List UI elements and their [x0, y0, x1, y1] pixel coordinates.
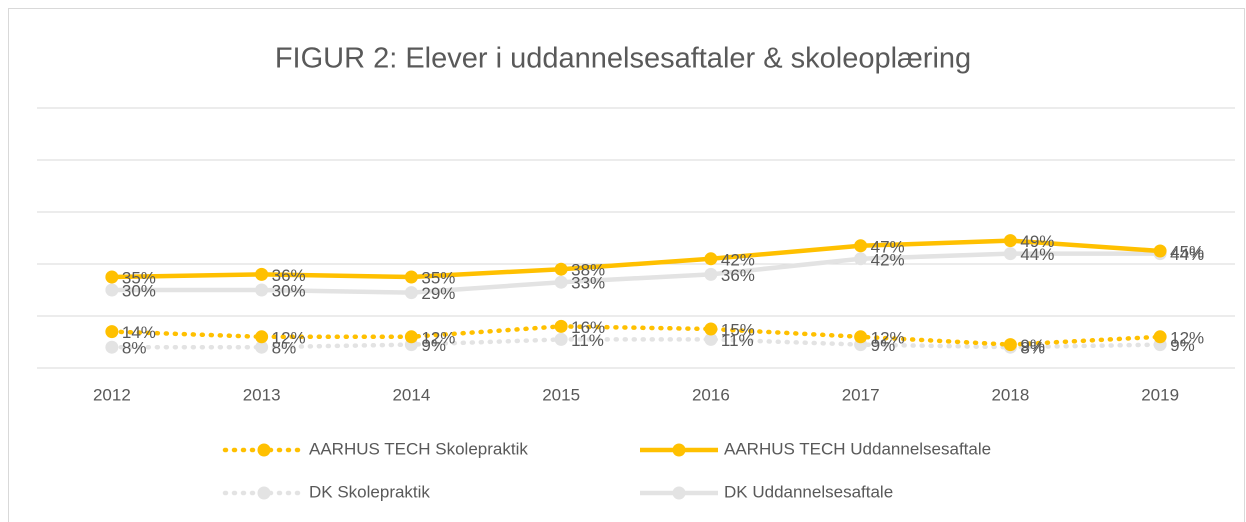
legend-marker	[257, 443, 271, 457]
legend-marker	[257, 486, 271, 500]
series-line	[109, 337, 1163, 350]
data-label: 12%	[1170, 328, 1204, 347]
x-tick-label: 2018	[991, 385, 1029, 404]
point-marker	[1003, 247, 1017, 261]
x-tick-label: 2015	[542, 385, 580, 404]
data-label: 11%	[721, 331, 754, 350]
x-tick-label: 2017	[842, 385, 880, 404]
legend-label: AARHUS TECH Skolepraktik	[309, 439, 528, 458]
data-label: 35%	[122, 268, 156, 287]
point-marker	[854, 252, 868, 266]
legend-marker	[672, 443, 686, 457]
point-marker	[854, 239, 868, 253]
point-marker	[1153, 330, 1167, 344]
series-line	[111, 238, 1161, 280]
point-marker	[554, 319, 568, 333]
data-label: 14%	[122, 323, 156, 342]
legend-label: DK Skolepraktik	[309, 482, 430, 501]
data-label: 8%	[1020, 339, 1045, 358]
chart-title: FIGUR 2: Elever i uddannelsesaftaler & s…	[275, 43, 971, 75]
legend-label: DK Uddannelsesaftale	[724, 482, 893, 501]
point-marker	[554, 262, 568, 276]
data-label: 9%	[1170, 336, 1195, 355]
x-tick-label: 2012	[93, 385, 131, 404]
data-label: 29%	[421, 284, 455, 303]
data-label: 47%	[871, 237, 905, 256]
point-marker	[554, 275, 568, 289]
data-label: 12%	[421, 328, 455, 347]
data-label: 12%	[871, 328, 905, 347]
legend-label: AARHUS TECH Uddannelsesaftale	[724, 439, 991, 458]
legend-marker	[672, 486, 686, 500]
x-tick-label: 2016	[692, 385, 730, 404]
point-marker	[1003, 338, 1017, 352]
x-tick-label: 2014	[392, 385, 430, 404]
point-marker	[704, 332, 718, 346]
point-marker	[404, 330, 418, 344]
series-line	[109, 324, 1163, 347]
x-tick-label: 2019	[1141, 385, 1179, 404]
data-label: 49%	[1020, 232, 1054, 251]
data-label: 36%	[272, 266, 306, 285]
x-tick-label: 2013	[243, 385, 281, 404]
point-marker	[255, 330, 269, 344]
data-label: 15%	[721, 320, 755, 339]
data-label: 30%	[272, 281, 306, 300]
data-label: 8%	[272, 339, 297, 358]
data-label: 8%	[122, 339, 147, 358]
data-label: 38%	[571, 261, 605, 280]
data-label: 16%	[571, 318, 605, 337]
point-marker	[554, 332, 568, 346]
data-label: 36%	[721, 266, 755, 285]
data-label: 44%	[1020, 245, 1054, 264]
data-label: 35%	[421, 268, 455, 287]
series-line	[111, 251, 1161, 295]
data-label: 42%	[871, 250, 905, 269]
point-marker	[404, 286, 418, 300]
point-marker	[105, 325, 119, 339]
point-marker	[255, 267, 269, 281]
point-marker	[704, 322, 718, 336]
data-label: 9%	[871, 336, 896, 355]
point-marker	[854, 330, 868, 344]
point-marker	[704, 267, 718, 281]
point-marker	[704, 252, 718, 266]
data-label: 12%	[272, 328, 306, 347]
point-marker	[105, 283, 119, 297]
point-marker	[1153, 244, 1167, 258]
data-label: 45%	[1170, 242, 1204, 261]
data-label: 30%	[122, 281, 156, 300]
point-marker	[1003, 234, 1017, 248]
data-label: 42%	[721, 250, 755, 269]
data-label: 9%	[1020, 336, 1045, 355]
point-marker	[105, 270, 119, 284]
data-label: 11%	[571, 331, 604, 350]
point-marker	[255, 340, 269, 354]
point-marker	[404, 270, 418, 284]
data-label: 9%	[421, 336, 446, 355]
data-label: 33%	[571, 274, 605, 293]
data-label: 44%	[1170, 245, 1204, 264]
point-marker	[255, 283, 269, 297]
point-marker	[105, 340, 119, 354]
